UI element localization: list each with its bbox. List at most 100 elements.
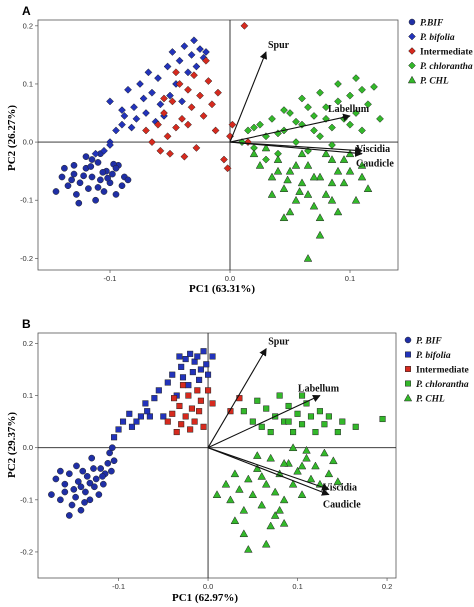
legend-swatch-intermediate [405, 366, 411, 372]
data-point-chl [249, 149, 259, 158]
data-point-bif [94, 159, 102, 166]
data-point-bifolia [197, 366, 204, 373]
data-point-bifolia [160, 413, 167, 420]
data-point-bif [80, 172, 87, 180]
data-point-bif [77, 506, 85, 514]
data-point-bif [86, 496, 94, 504]
data-point-bifolia [169, 371, 176, 378]
data-point-intermediate [188, 405, 195, 412]
data-point-bif [48, 491, 55, 498]
data-point-bifolia [176, 353, 183, 360]
data-point-chlorantha [290, 429, 297, 436]
data-point-bifolia [180, 42, 189, 51]
data-point-chl [315, 230, 325, 239]
panel-a-loading-arrows: Spur Labellum Viscidia Caudicle [229, 40, 394, 170]
panel-a-label: A [22, 4, 31, 18]
data-point-bifolia [196, 376, 203, 383]
data-point-bifolia [111, 434, 118, 441]
data-point-intermediate [179, 382, 187, 389]
data-point-intermediate [187, 426, 194, 433]
data-point-chl [303, 160, 313, 169]
data-point-bif [124, 176, 132, 184]
legend-label-intermediate: Intermediate [416, 366, 469, 376]
data-point-bifolia [185, 382, 192, 389]
data-point-bif [88, 454, 96, 462]
data-point-bif [92, 475, 100, 483]
data-point-intermediate [185, 392, 192, 399]
data-point-chlorantha [352, 109, 360, 117]
data-point-chl [230, 516, 240, 525]
data-point-chlorantha [268, 114, 276, 123]
y-tick-label: 0.0 [23, 138, 33, 147]
data-point-chlorantha [310, 126, 318, 135]
y-tick-label: 0.1 [23, 391, 33, 400]
data-point-bifolia [118, 106, 126, 115]
data-point-chlorantha [312, 429, 319, 436]
data-point-chlorantha [244, 126, 252, 135]
data-point-bifolia [139, 94, 148, 103]
legend-label-bif: P. BIF [416, 337, 442, 347]
data-point-intermediate [187, 103, 196, 112]
data-point-bif [73, 462, 80, 470]
data-point-chl [297, 178, 307, 187]
data-point-chlorantha [307, 413, 315, 420]
legend-swatch-bifolia [408, 32, 416, 41]
legend-label-chlorantha: P. chlorantha [416, 380, 469, 390]
data-point-bif [74, 478, 82, 485]
y-tick-label: 0.1 [23, 79, 33, 88]
data-point-intermediate [184, 85, 192, 94]
data-point-intermediate [209, 400, 216, 407]
y-tick-label: -0.1 [20, 495, 33, 504]
data-point-chl [285, 166, 295, 175]
data-point-chlorantha [346, 120, 354, 129]
data-point-bif [95, 491, 103, 498]
data-point-chl [267, 190, 277, 198]
data-point-chlorantha [328, 123, 336, 132]
data-point-chl [321, 190, 331, 198]
data-point-bif [86, 479, 94, 487]
legend-label-chl: P. CHL [420, 77, 449, 87]
data-point-chl [252, 464, 262, 472]
data-point-bifolia [115, 426, 122, 433]
data-point-intermediate [176, 402, 183, 410]
data-point-bifolia [155, 387, 162, 394]
data-point-bif [82, 488, 89, 496]
data-point-bifolia [184, 68, 192, 77]
loading-arrow-viscidia [207, 447, 330, 491]
data-point-chl [297, 149, 307, 158]
data-point-chl [244, 544, 253, 553]
data-point-chlorantha [316, 88, 324, 97]
data-point-bifolia [142, 109, 150, 117]
data-point-bifolia [142, 400, 149, 407]
data-point-bif [61, 480, 69, 488]
data-point-chlorantha [316, 408, 323, 415]
data-point-intermediate [184, 120, 192, 129]
data-point-intermediate [205, 387, 212, 394]
data-point-intermediate [223, 164, 232, 173]
data-point-chlorantha [276, 392, 283, 399]
data-point-intermediate [194, 387, 201, 394]
data-point-bifolia [106, 141, 114, 149]
data-point-chl [279, 495, 289, 504]
data-point-bif [108, 444, 116, 452]
legend-swatch-chlorantha [408, 61, 416, 70]
data-point-chl [273, 166, 283, 175]
legend-swatch-chl [407, 75, 417, 84]
data-point-bifolia [132, 114, 141, 123]
data-point-bifolia [130, 103, 138, 112]
data-point-intermediate [173, 429, 180, 436]
data-point-intermediate [202, 56, 210, 65]
data-point-chlorantha [249, 418, 256, 425]
data-point-chl [297, 490, 307, 498]
data-point-intermediate [178, 421, 185, 428]
data-point-bif [52, 475, 60, 483]
data-point-bifolia [163, 62, 172, 71]
data-point-bifolia [168, 48, 177, 56]
data-point-chl [315, 213, 325, 222]
y-tick-label: -0.2 [20, 254, 33, 263]
data-point-chlorantha [240, 408, 247, 415]
panel-b-loading-arrows: Spur Labellum Viscidia Caudicle [207, 337, 361, 511]
data-point-bif [79, 467, 87, 475]
data-point-bifolia [209, 353, 216, 360]
data-point-bifolia [151, 395, 158, 402]
